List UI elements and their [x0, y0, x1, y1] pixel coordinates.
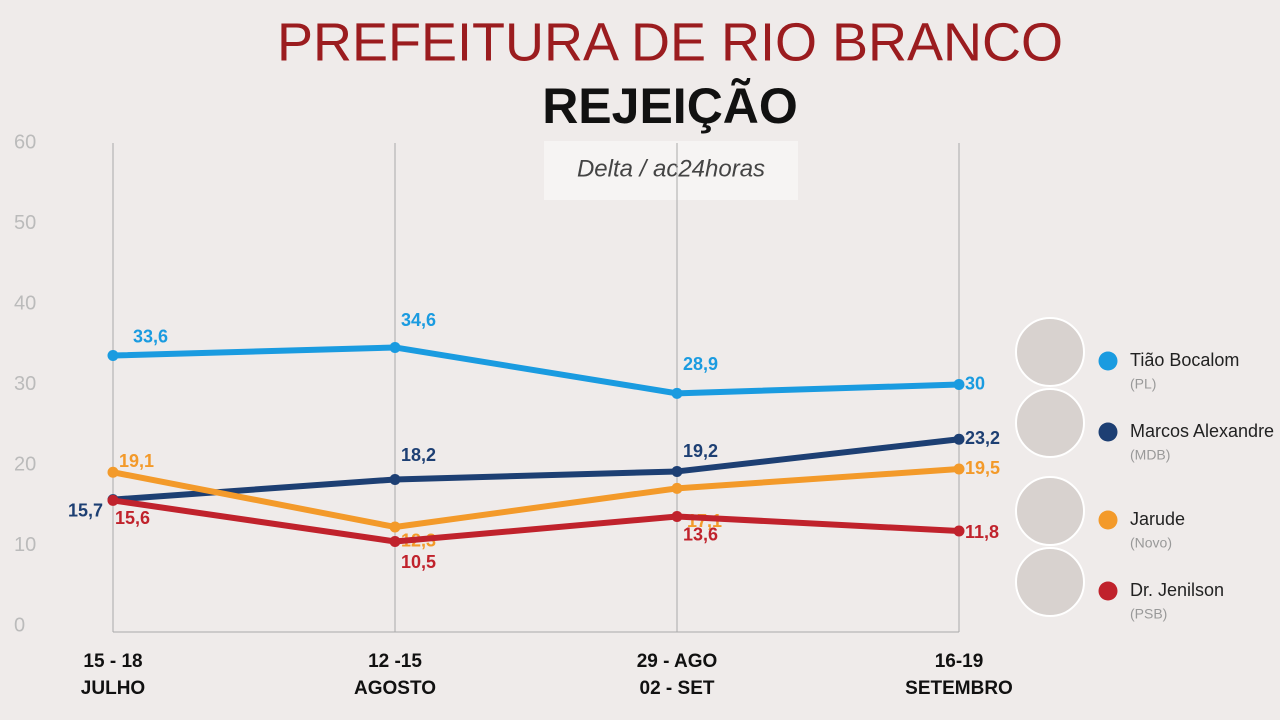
legend-party: (PSB): [1130, 606, 1167, 622]
legend-party: (Novo): [1130, 535, 1172, 551]
y-tick-label: 0: [14, 614, 25, 636]
data-label: 23,2: [965, 428, 1000, 448]
data-point: [671, 482, 683, 494]
data-label: 18,2: [401, 445, 436, 465]
data-point: [671, 387, 683, 399]
data-label: 10,5: [401, 552, 436, 572]
data-point: [671, 465, 683, 477]
data-point: [953, 525, 965, 537]
y-tick-label: 60: [14, 131, 36, 153]
y-tick-label: 10: [14, 534, 36, 556]
legend-photo: [1015, 547, 1085, 617]
y-tick-label: 30: [14, 373, 36, 395]
data-point: [953, 463, 965, 475]
x-tick-label: 16-19: [935, 651, 984, 672]
legend-photo: [1015, 317, 1085, 387]
logo-box: [544, 141, 798, 200]
legend-swatch: [1098, 351, 1118, 371]
series-line: [112, 466, 960, 530]
data-point: [107, 350, 119, 362]
x-tick-label: JULHO: [81, 678, 145, 699]
x-tick-label: 12 -15: [368, 651, 422, 672]
y-tick-label: 20: [14, 453, 36, 475]
legend-name: Tião Bocalom: [1130, 350, 1239, 370]
data-point: [389, 473, 401, 485]
series-line: [112, 344, 960, 397]
data-label: 34,6: [401, 310, 436, 330]
y-tick-label: 50: [14, 212, 36, 234]
legend-name: Marcos Alexandre: [1130, 421, 1274, 441]
legend-swatch: [1098, 581, 1118, 601]
x-tick-label: AGOSTO: [354, 678, 436, 699]
data-label: 11,8: [965, 522, 999, 542]
legend-swatch: [1098, 422, 1118, 442]
x-tick-label: 15 - 18: [83, 651, 142, 672]
y-tick-label: 40: [14, 292, 36, 314]
legend-photo: [1015, 388, 1085, 458]
legend-party: (MDB): [1130, 447, 1170, 463]
data-label: 19,2: [683, 441, 718, 461]
data-label: 13,6: [683, 524, 718, 544]
series-line: [112, 497, 960, 545]
data-label: 15,6: [115, 508, 150, 528]
x-tick-label: SETEMBRO: [905, 678, 1013, 699]
legend-party: (PL): [1130, 376, 1156, 392]
data-point: [107, 466, 119, 478]
data-label: 19,1: [119, 451, 154, 471]
data-point: [671, 511, 683, 523]
data-point: [107, 494, 119, 506]
source-logo: Delta / ac24horas: [577, 155, 765, 182]
legend-photo: [1015, 476, 1085, 546]
x-tick-label: 29 - AGO: [637, 651, 718, 672]
data-point: [389, 341, 401, 353]
chart-title: PREFEITURA DE RIO BRANCO: [277, 12, 1063, 72]
x-tick-label: 02 - SET: [640, 678, 715, 699]
legend-swatch: [1098, 510, 1118, 530]
data-label: 15,7: [68, 500, 103, 520]
data-label: 28,9: [683, 354, 718, 374]
legend-name: Jarude: [1130, 509, 1185, 529]
data-label: 33,6: [133, 326, 168, 346]
data-point: [389, 521, 401, 533]
data-point: [953, 433, 965, 445]
data-point: [389, 535, 401, 547]
data-label: 19,5: [965, 458, 1000, 478]
data-point: [953, 379, 965, 390]
legend-name: Dr. Jenilson: [1130, 580, 1224, 600]
chart-subtitle: REJEIÇÃO: [542, 78, 798, 134]
data-label: 30: [965, 373, 985, 393]
series-line: [112, 436, 960, 503]
